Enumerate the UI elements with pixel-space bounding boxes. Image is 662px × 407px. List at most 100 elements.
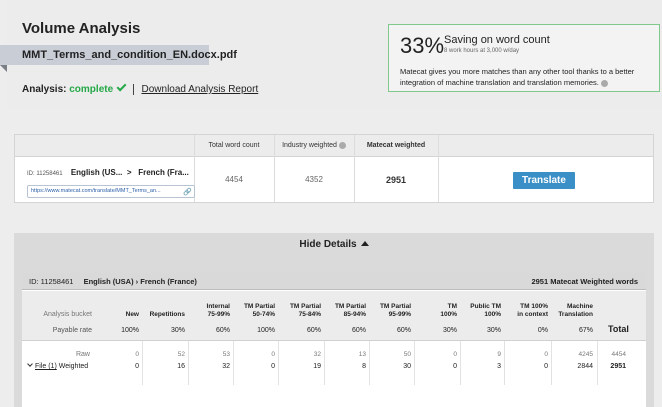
weighted-value: 0: [135, 363, 139, 370]
divider: [414, 340, 415, 385]
details-job-id: ID: 11258461: [29, 277, 74, 286]
job-id: ID: 11258461: [27, 171, 63, 177]
weighted-value: 32: [222, 363, 230, 370]
divider: [22, 340, 646, 341]
download-report-link[interactable]: Download Analysis Report: [141, 84, 259, 95]
raw-value: 0: [544, 351, 548, 358]
bucket-header-line1: Internal: [206, 303, 230, 310]
divider: [188, 340, 189, 385]
raw-value: 53: [222, 351, 230, 358]
divider: [194, 135, 195, 202]
file-link[interactable]: File (1): [35, 363, 57, 370]
divider: [597, 340, 598, 385]
raw-value: 32: [313, 351, 321, 358]
weighted-value: 16: [177, 363, 185, 370]
divider: [278, 340, 279, 385]
payable-rate-value: 67%: [578, 327, 593, 334]
summary-header-row: Total word count Industry weighted Matec…: [15, 135, 653, 157]
saving-percent: 33%: [400, 33, 445, 58]
divider: [142, 340, 143, 385]
bucket-header-line1: Public TM: [470, 303, 501, 310]
analysis-label: Analysis:: [22, 84, 67, 95]
bucket-header-line2: New: [125, 311, 139, 318]
divider: [274, 135, 275, 202]
saving-box: 33% Saving on word count 8 work hours at…: [388, 24, 660, 92]
divider: [324, 340, 325, 385]
bucket-header-line2: 75-99%: [207, 311, 230, 318]
divider: [460, 340, 461, 385]
info-icon[interactable]: [338, 141, 346, 149]
total-word-count: 4454: [225, 175, 243, 184]
chevron-down-icon: [27, 361, 33, 367]
raw-value: 4245: [578, 351, 593, 358]
raw-label: Raw: [75, 351, 90, 358]
analysis-bucket-label: Analysis bucket: [43, 311, 92, 318]
caret-up-icon: [360, 240, 369, 246]
payable-rate-value: 30%: [170, 327, 185, 334]
hide-details-toggle[interactable]: Hide Details: [14, 239, 654, 250]
bucket-header-line1: TM Partial: [334, 303, 366, 310]
total-raw: 4454: [611, 351, 626, 358]
bucket-header-line1: TM: [447, 303, 457, 310]
bucket-header-line2: 85-94%: [343, 311, 366, 318]
industry-weighted-count: 4352: [305, 175, 323, 184]
payable-rate-value: 0%: [537, 327, 548, 334]
payable-rate-value: 60%: [306, 327, 321, 334]
translate-url-field[interactable]: https://www.matecat.com/translate/MMT_Te…: [27, 185, 195, 198]
divider: [369, 340, 370, 385]
divider: [438, 135, 439, 202]
total-header: Total: [608, 324, 629, 334]
source-language: English (US...: [70, 168, 123, 177]
bucket-header-line2: 50-74%: [252, 311, 275, 318]
bucket-header-line2: Repetitions: [149, 311, 185, 318]
analysis-header: Volume Analysis MMT_Terms_and_condition_…: [0, 0, 662, 110]
bucket-header-line2: 95-99%: [388, 311, 411, 318]
divider: [504, 340, 505, 385]
page-title: Volume Analysis: [22, 20, 141, 37]
raw-value: 0: [453, 351, 457, 358]
bucket-header-line1: TM 100%: [520, 303, 548, 310]
language-pair: ID: 11258461 English (US... > French (Fr…: [27, 168, 189, 177]
raw-value: 13: [358, 351, 366, 358]
matecat-weighted-count: 2951: [385, 175, 407, 185]
weighted-value: 0: [544, 363, 548, 370]
bucket-header-line2: 100%: [440, 311, 457, 318]
raw-value: 0: [135, 351, 139, 358]
saving-title: Saving on word count: [444, 34, 550, 46]
payable-rate-value: 60%: [215, 327, 230, 334]
divider: [132, 83, 134, 95]
weighted-words-summary: 2951 Matecat Weighted words: [531, 277, 638, 286]
divider: [233, 340, 234, 385]
bucket-header-band: [22, 291, 646, 341]
details-language-pair: English (USA) › French (France): [83, 277, 197, 286]
info-icon[interactable]: [600, 79, 608, 87]
header-matecat-weighted: Matecat weighted: [366, 142, 426, 149]
translate-button[interactable]: Translate: [513, 172, 575, 189]
header-total-word-count: Total word count: [208, 142, 260, 149]
weighted-value: 0: [271, 363, 275, 370]
file-row-toggle[interactable]: File (1) Weighted: [27, 361, 89, 370]
header-industry-weighted: Industry weighted: [274, 135, 354, 157]
file-name-tag: MMT_Terms_and_condition_EN.docx.pdf: [0, 45, 237, 65]
file-tag-fold: [0, 65, 7, 72]
weighted-value: 2844: [577, 363, 593, 370]
bucket-header-line2: in context: [517, 311, 548, 318]
weighted-label: Weighted: [58, 363, 89, 370]
bucket-header-line1: TM Partial: [243, 303, 275, 310]
job-summary-card: Total word count Industry weighted Matec…: [14, 134, 654, 203]
bucket-header-line1: TM Partial: [379, 303, 411, 310]
payable-rate-value: 60%: [351, 327, 366, 334]
payable-rate-value: 100%: [121, 327, 139, 334]
payable-rate-label: Payable rate: [52, 327, 92, 334]
raw-value: 52: [177, 351, 185, 358]
divider: [354, 135, 355, 202]
payable-rate-value: 100%: [257, 327, 275, 334]
details-panel: Hide Details ID: 11258461 English (USA) …: [14, 233, 654, 407]
divider: [551, 340, 552, 385]
weighted-value: 3: [497, 363, 501, 370]
details-header: ID: 11258461 English (USA) › French (Fra…: [22, 273, 646, 290]
weighted-value: 8: [362, 363, 366, 370]
saving-hours: 8 work hours at 3,000 w/day: [444, 48, 520, 54]
weighted-value: 19: [313, 363, 321, 370]
link-icon[interactable]: 🔗: [183, 189, 192, 196]
